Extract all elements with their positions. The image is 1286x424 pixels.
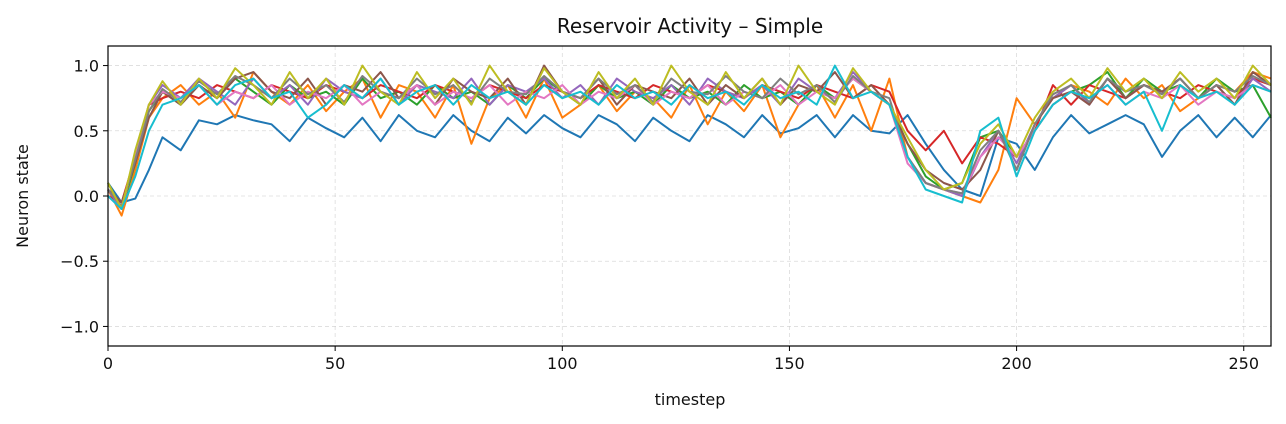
series-line-1 [107,114,1272,204]
series-line-10 [107,64,1272,210]
y-tick-label: −0.5 [60,252,99,271]
y-axis-ticks: −1.0 −0.5 0.0 0.5 1.0 [60,57,108,336]
y-tick-label: 1.0 [74,57,99,76]
x-tick-label: 150 [774,354,805,373]
x-tick-label: 100 [547,354,578,373]
series-line-6 [107,64,1272,204]
x-tick-label: 250 [1228,354,1259,373]
series-line-9 [107,64,1272,210]
y-tick-label: −1.0 [60,317,99,336]
y-tick-label: 0.5 [74,122,99,141]
x-tick-label: 0 [103,354,113,373]
chart-title: Reservoir Activity – Simple [557,14,823,38]
series-line-8 [107,75,1272,208]
x-tick-label: 50 [325,354,345,373]
series-line-7 [107,77,1272,210]
x-axis-ticks: 0 50 100 150 200 250 [103,346,1259,373]
plot-frame [107,45,1272,347]
y-tick-label: 0.0 [74,187,99,206]
series-lines [107,64,1272,217]
y-axis-label: Neuron state [13,144,32,248]
x-tick-label: 200 [1001,354,1032,373]
x-axis-label: timestep [655,390,726,409]
